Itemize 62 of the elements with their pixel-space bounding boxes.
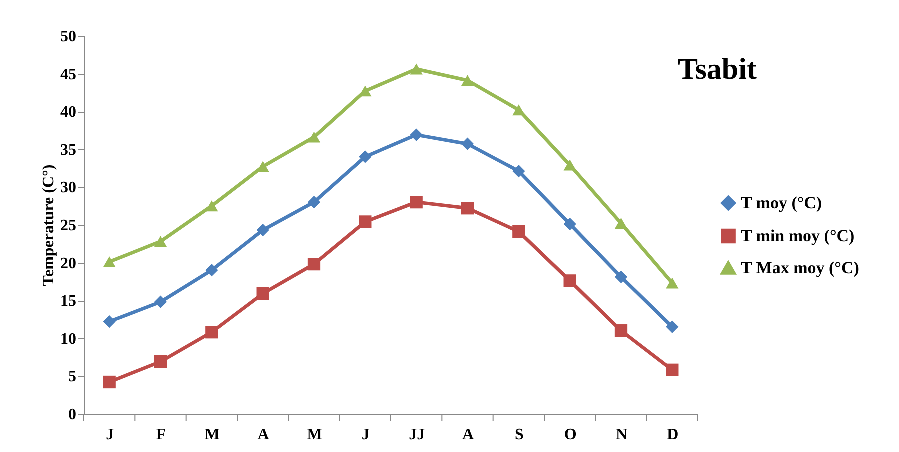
y-tick-label: 15 [60, 293, 76, 310]
x-tick-label: A [462, 426, 474, 444]
point [359, 150, 372, 164]
y-tick-label: 40 [60, 104, 76, 122]
point [666, 364, 679, 376]
point [308, 196, 321, 209]
point [461, 202, 474, 215]
x-tick-label: S [514, 426, 524, 444]
point [564, 274, 576, 288]
point [154, 236, 168, 248]
y-tick-label: 25 [60, 218, 76, 234]
point [512, 104, 526, 116]
point [512, 165, 526, 178]
point [308, 132, 321, 143]
y-tick-label: 30 [60, 180, 76, 197]
point [154, 356, 168, 368]
x-tick-label: J [106, 426, 114, 444]
point [154, 296, 168, 308]
y-tick-label: 0 [68, 406, 76, 424]
text: Tsabit [678, 53, 757, 86]
point [359, 216, 372, 228]
point [206, 264, 218, 277]
point [666, 320, 679, 334]
point [614, 218, 628, 229]
point [461, 138, 474, 150]
legend-label: T moy (°C) [741, 193, 822, 212]
point [206, 326, 218, 339]
x-tick-label: D [667, 426, 679, 444]
y-tick-label: 50 [60, 28, 76, 46]
y-tick-label: 5 [68, 368, 76, 386]
point [564, 160, 576, 171]
legend-label: T min moy (°C) [741, 226, 855, 246]
point [410, 64, 423, 75]
y-axis-title: Temperature (C°) [40, 164, 58, 286]
point [410, 128, 423, 142]
point [461, 75, 474, 86]
x-tick-label: O [564, 426, 577, 444]
point [614, 270, 628, 284]
legend-label: T Max moy (°C) [741, 258, 860, 278]
y-tick-label: 35 [60, 142, 76, 159]
point [666, 278, 679, 289]
point [256, 287, 270, 300]
y-tick-label: 10 [60, 330, 76, 348]
point [564, 218, 576, 231]
y-tick-label: 20 [60, 255, 76, 272]
point [308, 258, 321, 271]
point [256, 224, 270, 237]
y-tick-label: 45 [60, 66, 76, 84]
x-tick-label: M [307, 426, 322, 444]
x-tick-label: J [362, 426, 370, 444]
point [512, 225, 526, 238]
x-tick-label: JJ [409, 426, 426, 444]
x-tick-label: M [204, 426, 220, 444]
x-tick-label: F [156, 426, 166, 444]
point [614, 324, 628, 338]
point [103, 315, 116, 328]
point [206, 200, 218, 212]
point [103, 376, 116, 389]
point [410, 196, 423, 209]
x-tick-label: N [616, 426, 628, 444]
point [103, 256, 116, 268]
x-tick-label: A [258, 426, 270, 444]
